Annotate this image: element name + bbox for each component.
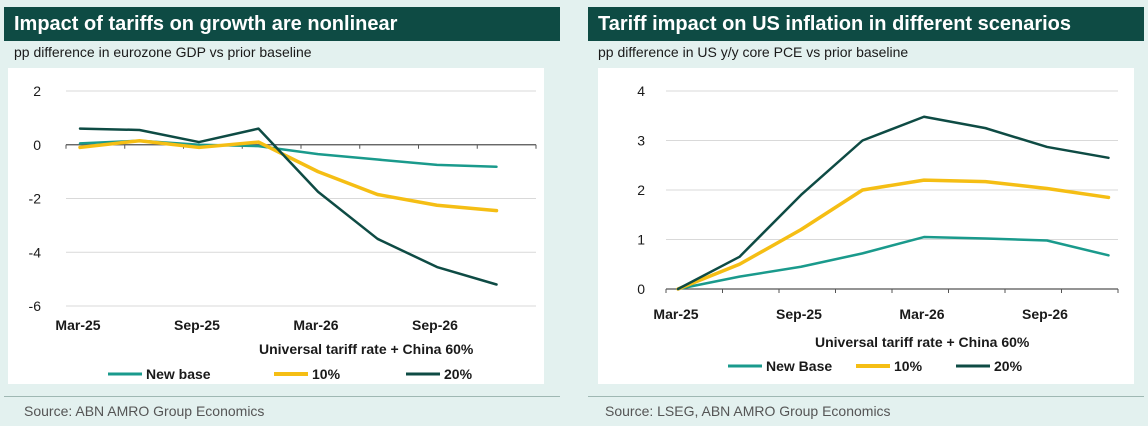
inflation-chart-area: 0 1 2 3 4 Mar-25 Sep-25 Mar-26 Sep-26 Universal t… [598,68,1134,384]
y-tick-label: 2 [33,83,41,99]
legend-label: New base [146,366,211,382]
divider [588,396,1144,397]
x-tick-label: Mar-25 [55,317,100,333]
inflation-panel: Tariff impact on US inflation in differe… [588,0,1148,426]
y-tick-label: -2 [29,191,42,207]
x-tick-label: Sep-25 [776,306,822,322]
y-tick-label: 2 [637,182,645,198]
series-line-10- [676,178,1111,291]
series-line-20- [676,115,1110,291]
y-tick-label: 4 [637,83,645,99]
x-tick-label: Sep-25 [174,317,220,333]
growth-chart-subtitle: pp difference in eurozone GDP vs prior b… [14,44,312,60]
growth-chart-title: Impact of tariffs on growth are nonlinea… [4,7,560,41]
series-line-20- [78,127,498,286]
growth-chart-source: Source: ABN AMRO Group Economics [24,403,265,419]
series-line-10- [78,138,499,213]
legend-label: 20% [444,366,473,382]
divider [4,396,560,397]
y-tick-label: 0 [637,281,645,297]
legend-label: 10% [312,366,341,382]
x-tick-label: Mar-26 [293,317,338,333]
y-tick-label: -6 [29,298,42,314]
series-line-new-base [676,235,1110,291]
x-tick-label: Mar-26 [899,306,944,322]
legend-label: New Base [766,358,832,374]
inflation-chart-title: Tariff impact on US inflation in differe… [588,7,1144,41]
y-tick-label: 3 [637,133,645,149]
legend-label: 10% [894,358,923,374]
x-tick-label: Sep-26 [1022,306,1068,322]
y-tick-label: -4 [29,244,42,260]
x-tick-label: Sep-26 [412,317,458,333]
x-tick-label: Mar-25 [653,306,698,322]
legend-label: 20% [994,358,1023,374]
inflation-chart-svg: 0 1 2 3 4 Mar-25 Sep-25 Mar-26 Sep-26 Universal t… [637,83,1119,374]
growth-chart-svg: 2 0 -2 -4 -6 Mar-25 Sep-25 Mar-26 Sep-26 Universa… [29,83,537,382]
y-tick-label: 1 [637,232,645,248]
y-tick-label: 0 [33,137,41,153]
x-axis-label: Universal tariff rate + China 60% [259,341,474,357]
x-axis-label: Universal tariff rate + China 60% [815,334,1030,350]
growth-panel: Impact of tariffs on growth are nonlinea… [4,0,564,426]
inflation-chart-source: Source: LSEG, ABN AMRO Group Economics [605,403,891,419]
inflation-chart-subtitle: pp difference in US y/y core PCE vs prio… [598,44,909,60]
growth-chart-area: 2 0 -2 -4 -6 Mar-25 Sep-25 Mar-26 Sep-26 Universa… [8,68,544,384]
